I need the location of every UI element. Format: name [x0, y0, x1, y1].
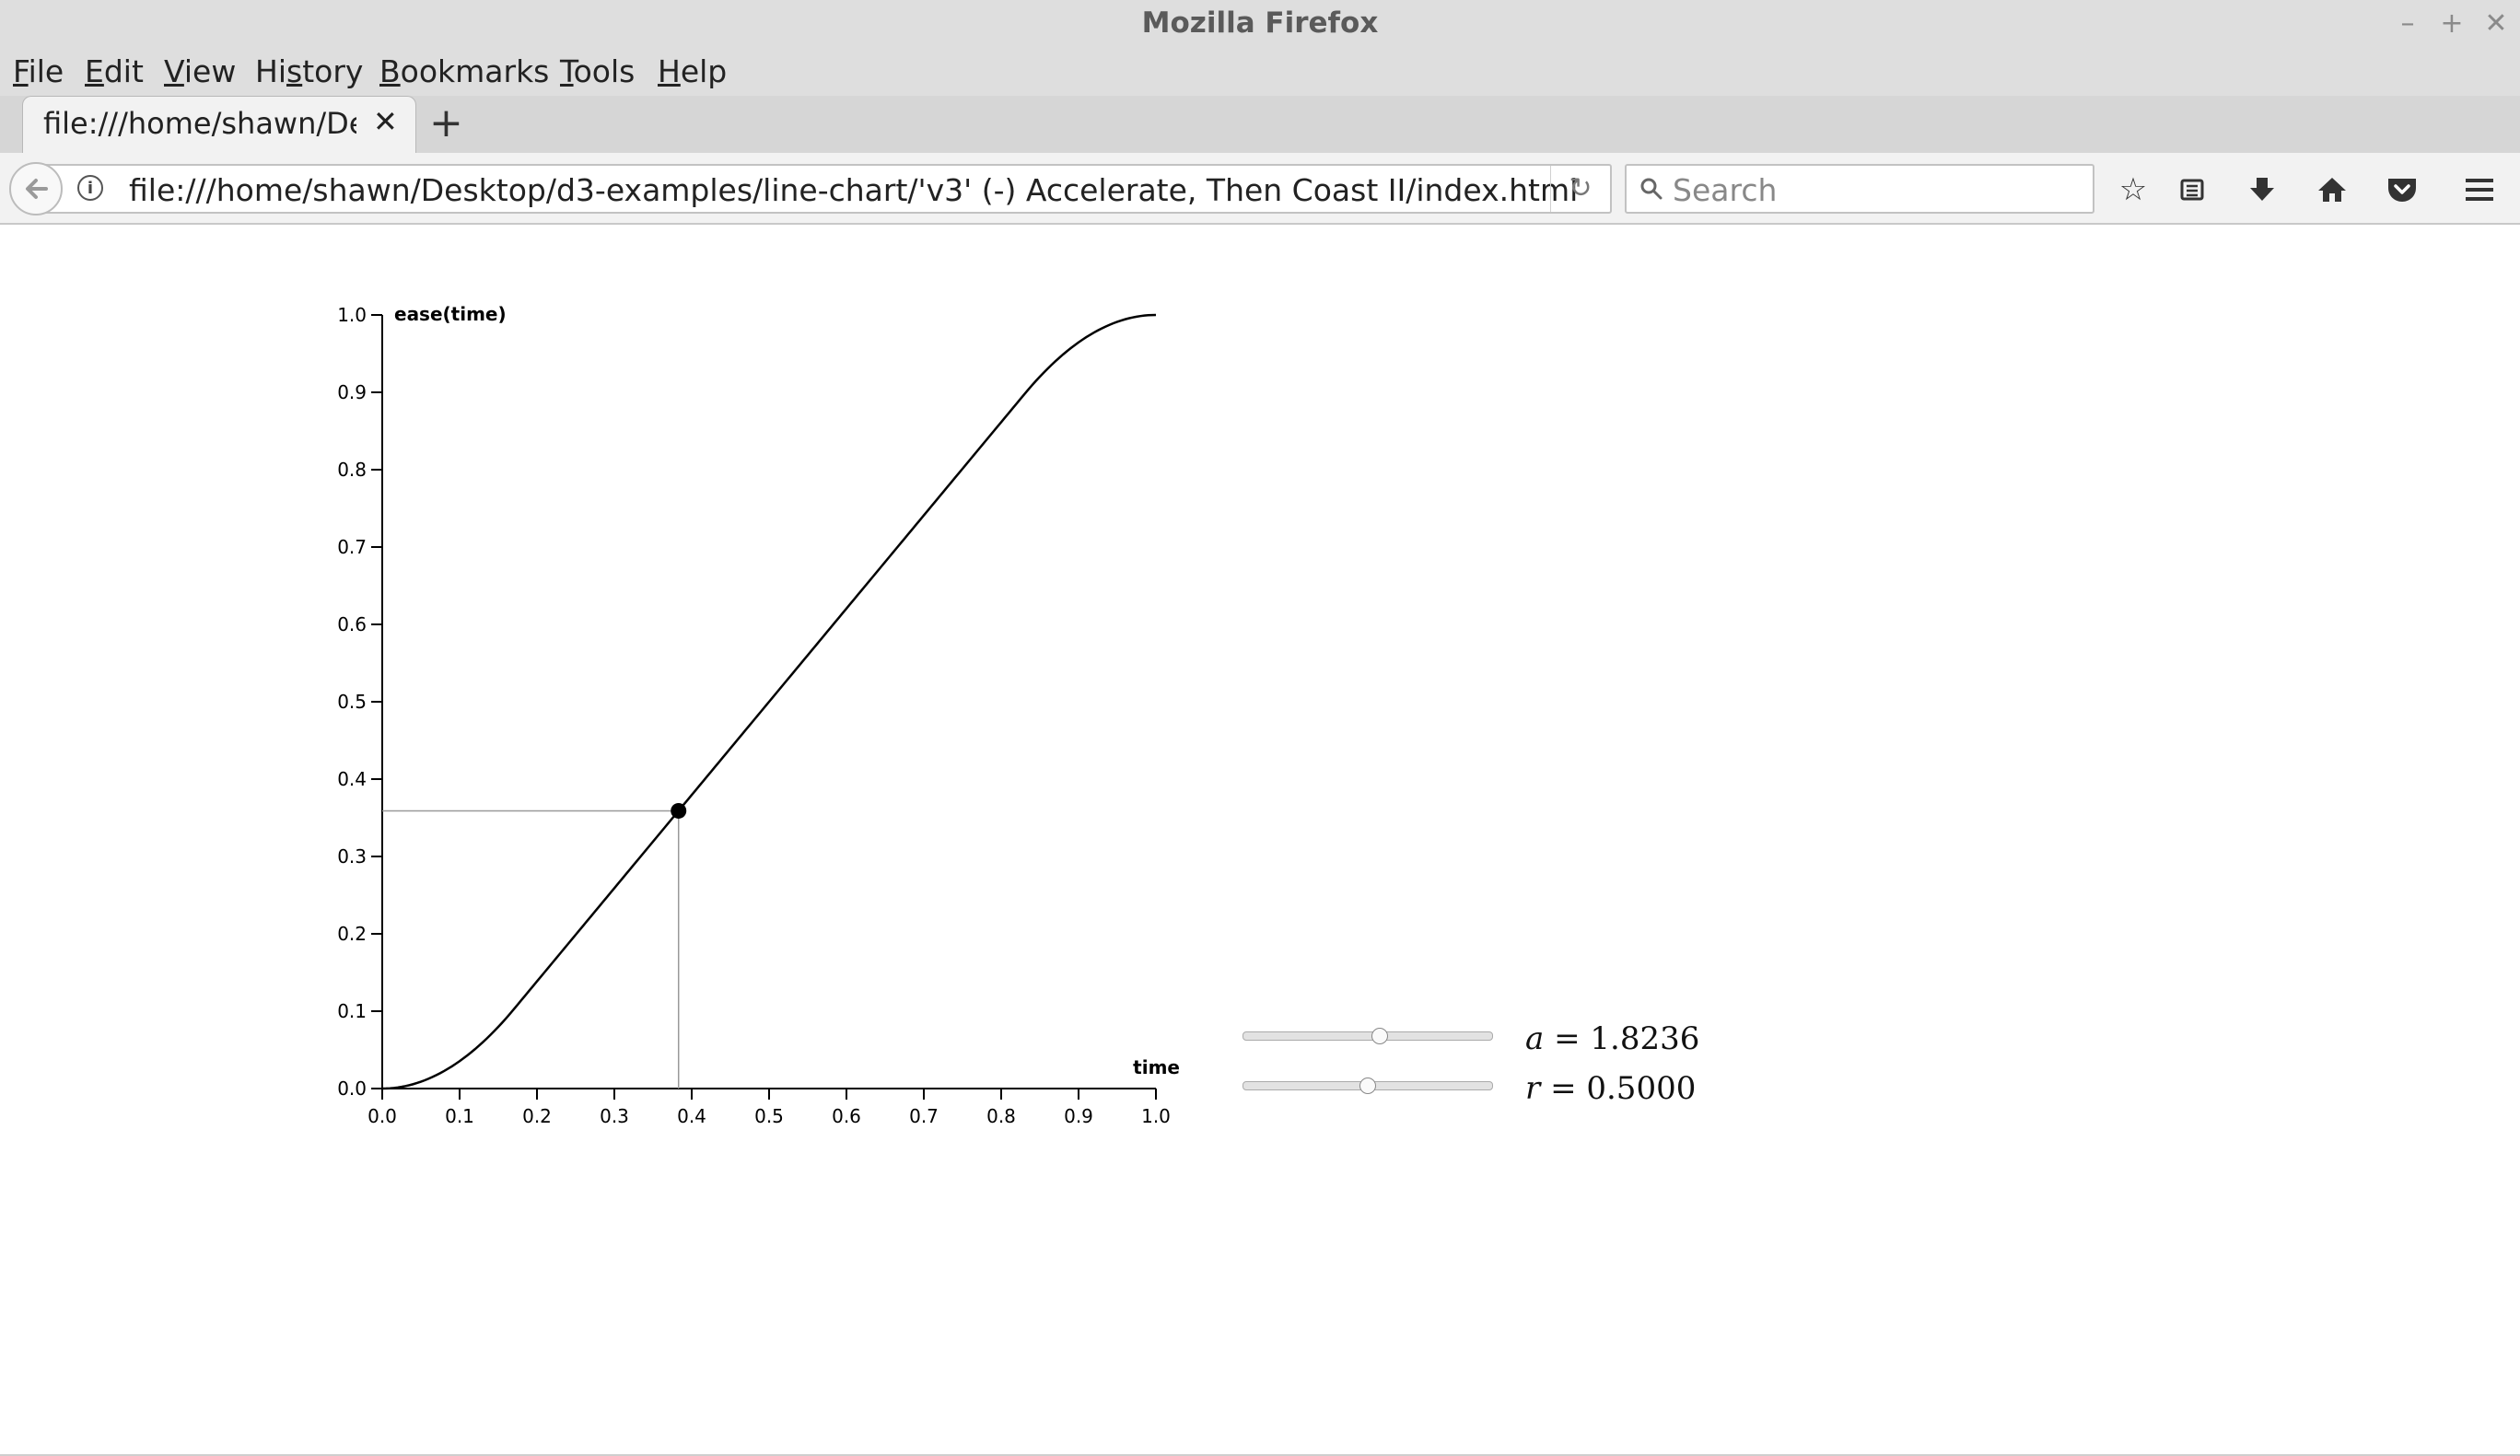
x-tick-label: 0.8: [986, 1105, 1016, 1127]
new-tab-button[interactable]: +: [429, 99, 463, 146]
y-tick-label: 1.0: [337, 304, 367, 326]
menu-edit[interactable]: Edit: [85, 53, 144, 89]
maximize-icon[interactable]: +: [2440, 7, 2464, 40]
menu-icon[interactable]: [2457, 168, 2502, 212]
back-arrow-icon: [26, 179, 48, 199]
url-text[interactable]: file:///home/shawn/Desktop/d3-examples/l…: [129, 172, 1579, 208]
status-separator: [0, 1454, 2520, 1456]
window-title: Mozilla Firefox: [1141, 6, 1379, 40]
menu-tools[interactable]: Tools: [560, 53, 636, 89]
tab-close-icon[interactable]: ✕: [373, 104, 398, 139]
back-button[interactable]: [9, 162, 63, 215]
y-tick-label: 0.1: [337, 1000, 367, 1022]
close-window-icon[interactable]: ✕: [2484, 7, 2508, 40]
y-tick-label: 0.8: [337, 459, 367, 481]
star-icon[interactable]: ☆: [2118, 171, 2148, 208]
menu-file[interactable]: File: [13, 53, 64, 89]
x-tick-label: 0.9: [1064, 1105, 1093, 1127]
marker-point: [671, 802, 687, 819]
param-r-label: r = 0.5000: [1525, 1070, 1697, 1107]
reading-list-icon[interactable]: [2170, 168, 2214, 212]
x-tick-label: 0.4: [677, 1105, 706, 1127]
tab-title: file:///home/shawn/Des: [43, 106, 356, 141]
y-tick-label: 0.2: [337, 923, 367, 945]
y-tick-label: 0.0: [337, 1077, 367, 1100]
x-tick-label: 0.0: [368, 1105, 397, 1127]
y-tick-label: 0.5: [337, 691, 367, 713]
y-tick-label: 0.9: [337, 381, 367, 403]
menu-help[interactable]: Help: [658, 53, 728, 89]
x-tick-label: 0.7: [909, 1105, 939, 1127]
ease-chart: 0.0 0.1 0.2 0.3 0.4 0.5 0.6 0.7 0.8 0.9 1.0 0.0 0.1 0…: [337, 303, 1180, 1127]
x-axis-label: time: [1133, 1056, 1180, 1078]
menu-history[interactable]: History: [255, 53, 364, 89]
x-tick-label: 0.6: [832, 1105, 861, 1127]
tab-active[interactable]: file:///home/shawn/Des ✕: [22, 96, 416, 153]
x-tick-label: 0.5: [754, 1105, 784, 1127]
y-axis-label: ease(time): [394, 303, 507, 325]
url-bar[interactable]: i file:///home/shawn/Desktop/d3-examples…: [37, 164, 1612, 214]
pocket-icon[interactable]: [2380, 168, 2424, 212]
x-tick-label: 0.3: [600, 1105, 629, 1127]
menu-bookmarks[interactable]: Bookmarks: [379, 53, 550, 89]
home-icon[interactable]: [2310, 168, 2354, 212]
navigation-bar: i file:///home/shawn/Desktop/d3-examples…: [0, 153, 2520, 225]
title-bar: Mozilla Firefox – + ✕: [0, 0, 2520, 48]
tab-bar: file:///home/shawn/Des ✕ +: [0, 96, 2520, 153]
download-icon[interactable]: [2240, 168, 2284, 212]
y-tick-label: 0.3: [337, 845, 367, 868]
y-tick-label: 0.7: [337, 536, 367, 558]
x-tick-label: 0.2: [522, 1105, 552, 1127]
y-tick-label: 0.4: [337, 768, 367, 790]
search-icon: [1640, 178, 1662, 200]
search-input[interactable]: [1671, 169, 2080, 210]
minimize-icon[interactable]: –: [2400, 7, 2415, 40]
menu-bar: File Edit View History Bookmarks Tools H…: [0, 48, 2520, 96]
slider-a[interactable]: [1242, 1031, 1493, 1041]
info-icon[interactable]: i: [77, 175, 103, 201]
x-tick-label: 0.1: [445, 1105, 474, 1127]
ease-curve: [381, 313, 1157, 1090]
x-tick-label: 1.0: [1141, 1105, 1171, 1127]
reload-icon[interactable]: ↻: [1550, 166, 1610, 212]
param-a-label: a = 1.8236: [1525, 1020, 1700, 1057]
menu-view[interactable]: View: [164, 53, 237, 89]
page-content: 0.0 0.1 0.2 0.3 0.4 0.5 0.6 0.7 0.8 0.9 1.0 0.0 0.1 0…: [0, 225, 2520, 1456]
slider-r[interactable]: [1242, 1081, 1493, 1090]
search-bar[interactable]: [1625, 164, 2094, 214]
y-tick-label: 0.6: [337, 613, 367, 635]
